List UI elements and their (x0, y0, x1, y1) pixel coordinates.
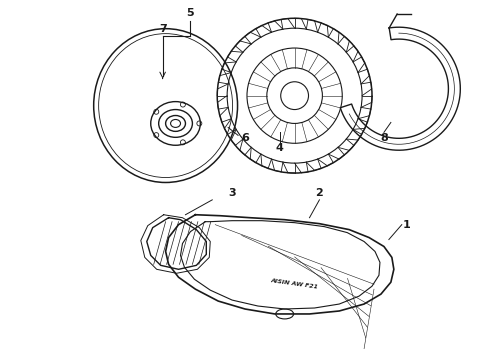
Text: AISIN AW F21: AISIN AW F21 (270, 278, 318, 290)
Text: 7: 7 (159, 24, 167, 34)
Text: 8: 8 (380, 133, 388, 143)
Text: 6: 6 (241, 133, 249, 143)
Text: 4: 4 (276, 143, 284, 153)
Text: 1: 1 (403, 220, 411, 230)
Text: 3: 3 (228, 188, 236, 198)
Text: 5: 5 (187, 8, 194, 18)
Text: 2: 2 (316, 188, 323, 198)
